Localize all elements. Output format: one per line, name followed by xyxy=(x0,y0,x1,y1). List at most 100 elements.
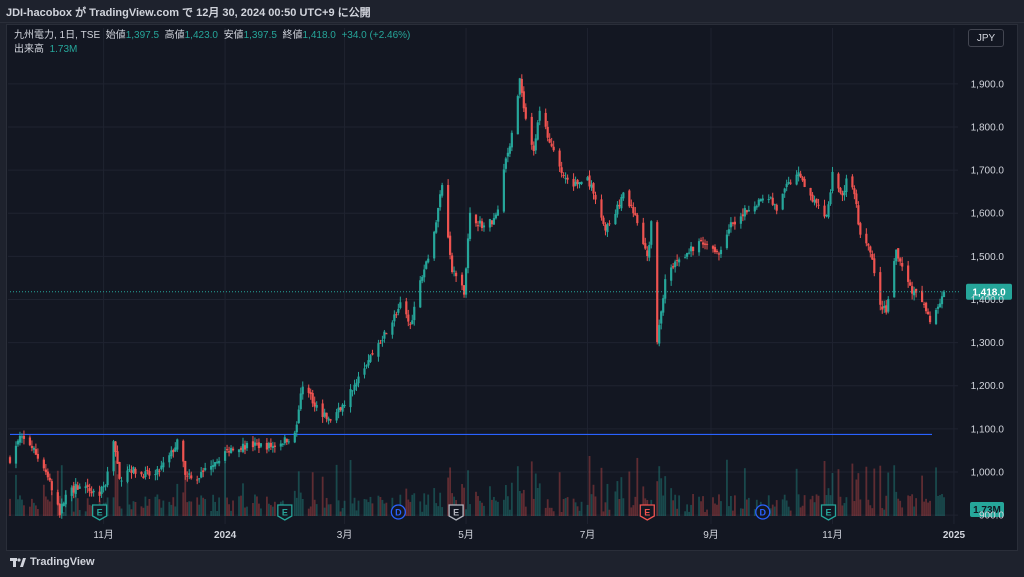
volume-bar xyxy=(550,507,553,516)
candle-body xyxy=(210,466,213,470)
high-value: 1,423.0 xyxy=(184,30,218,41)
candle-body xyxy=(642,222,645,245)
candle-body xyxy=(253,442,257,446)
chart-panel[interactable] xyxy=(6,24,1018,551)
candle-body xyxy=(36,453,39,459)
candle-body xyxy=(423,269,426,278)
candle-body xyxy=(391,322,394,335)
volume-bar xyxy=(76,498,79,516)
candle-body xyxy=(367,360,370,366)
volume-bar xyxy=(855,479,858,516)
symbol-label: 九州電力, 1日, TSE xyxy=(14,30,101,41)
candle-body xyxy=(60,503,63,514)
candle-body xyxy=(154,474,157,476)
candle-body xyxy=(480,221,484,228)
currency-button[interactable]: JPY xyxy=(968,29,1004,47)
volume-bar xyxy=(174,506,177,516)
candle-body xyxy=(574,181,577,186)
volume-bar xyxy=(475,491,477,516)
candle-body xyxy=(425,261,428,269)
volume-bar xyxy=(588,455,591,516)
candle-body xyxy=(126,470,129,482)
candle-body xyxy=(632,206,635,214)
candle-body xyxy=(881,306,884,310)
tradingview-logo[interactable]: TradingView xyxy=(10,556,95,568)
volume-bar xyxy=(883,509,886,516)
volume-bar xyxy=(522,489,525,516)
volume-bar xyxy=(439,492,442,516)
volume-bar xyxy=(337,500,340,516)
candle-body xyxy=(78,486,81,489)
candle-body xyxy=(92,490,95,493)
candle-body xyxy=(407,314,410,322)
volume-bar xyxy=(516,466,519,516)
candle-body xyxy=(775,204,778,211)
candle-body xyxy=(494,214,498,219)
candle-body xyxy=(815,198,818,204)
candle-body xyxy=(8,457,12,463)
volume-bar xyxy=(188,501,191,516)
candle-body xyxy=(409,323,412,325)
candle-body xyxy=(454,272,458,277)
candle-body xyxy=(196,479,199,481)
volume-bar xyxy=(126,464,129,516)
volume-bar xyxy=(600,467,603,516)
candle-body xyxy=(160,465,163,470)
volume-bar xyxy=(602,511,605,516)
candle-body xyxy=(20,436,24,438)
candle-body xyxy=(490,220,494,225)
volume-bar xyxy=(88,504,91,516)
volume-bar xyxy=(592,484,595,516)
earnings-marker-icon xyxy=(639,504,655,521)
y-tick-label: 1,800.0 xyxy=(971,122,1005,133)
volume-bar xyxy=(743,468,746,516)
candle-body xyxy=(452,270,456,272)
volume-bar xyxy=(343,500,346,516)
candle-body xyxy=(140,471,143,475)
volume-bar xyxy=(479,500,481,516)
volume-bar xyxy=(409,501,412,516)
candle-body xyxy=(128,469,131,471)
candle-body xyxy=(321,403,324,418)
candle-body xyxy=(496,209,500,216)
volume-bar xyxy=(688,511,690,516)
candle-body xyxy=(928,315,932,323)
candle-body xyxy=(936,306,940,309)
candle-body xyxy=(934,309,938,324)
volume-bar xyxy=(265,496,268,516)
candle-body xyxy=(759,199,762,202)
volume-bar xyxy=(23,505,25,516)
volume-bar xyxy=(803,495,806,516)
volume-bar xyxy=(407,499,410,516)
volume-bar xyxy=(355,510,358,516)
volume-bar xyxy=(616,481,619,516)
candle-body xyxy=(913,290,916,296)
candle-body xyxy=(717,253,721,255)
volume-bar xyxy=(258,503,260,516)
candle-body xyxy=(785,183,788,188)
volume-bar xyxy=(84,511,87,516)
volume-bar xyxy=(560,511,563,516)
candle-body xyxy=(855,193,858,205)
candle-body xyxy=(670,267,673,281)
candle-body xyxy=(769,197,772,199)
candle-body xyxy=(797,172,800,177)
candle-body xyxy=(158,470,161,472)
candle-body xyxy=(534,138,537,151)
candle-body xyxy=(229,448,233,453)
volume-bar xyxy=(562,499,565,516)
volume-bar xyxy=(845,497,848,516)
volume-bar xyxy=(927,502,929,516)
candle-body xyxy=(699,239,703,242)
volume-bar xyxy=(546,499,549,516)
candle-body xyxy=(474,214,478,224)
volume-bar xyxy=(684,511,687,516)
volume-bar xyxy=(674,494,677,516)
volume-bar xyxy=(483,505,485,516)
volume-label: 出来高 xyxy=(14,44,44,55)
candle-body xyxy=(237,449,241,453)
volume-bar xyxy=(518,490,521,516)
volume-bar xyxy=(365,499,368,516)
